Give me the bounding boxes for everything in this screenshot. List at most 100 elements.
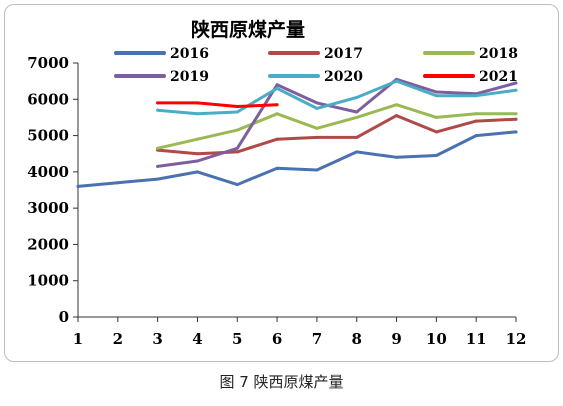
x-tick-label: 1	[73, 330, 83, 348]
data-point	[195, 101, 199, 105]
data-point	[395, 79, 399, 83]
y-tick-label: 6000	[27, 90, 69, 108]
data-point	[395, 114, 399, 118]
series-line-2016	[76, 130, 518, 188]
data-point	[315, 101, 319, 105]
legend-label: 2018	[479, 46, 518, 62]
series-2018	[156, 103, 518, 150]
data-point	[395, 155, 399, 159]
y-tick-label: 2000	[27, 235, 69, 253]
data-point	[355, 135, 359, 139]
data-point	[474, 94, 478, 98]
data-point	[355, 150, 359, 154]
data-point	[275, 86, 279, 90]
series-line-2019	[156, 77, 518, 168]
legend-label: 2021	[479, 69, 518, 85]
data-point	[395, 103, 399, 107]
data-point	[355, 115, 359, 119]
data-point	[156, 146, 160, 150]
x-tick-label: 6	[272, 330, 282, 348]
y-tick-label: 7000	[27, 54, 69, 72]
legend-label: 2016	[170, 46, 209, 62]
data-point	[156, 177, 160, 181]
chart-frame	[4, 4, 559, 362]
data-point	[195, 112, 199, 116]
series-2017	[156, 114, 518, 156]
series-2016	[76, 130, 518, 188]
data-point	[156, 164, 160, 168]
legend: 2016 2017 2018 2019 2020 2021	[114, 46, 518, 85]
y-tick-label: 5000	[27, 127, 69, 145]
data-point	[355, 110, 359, 114]
data-point	[514, 112, 518, 116]
data-point	[275, 83, 279, 87]
x-tick-label: 2	[113, 330, 123, 348]
x-tick-label: 11	[466, 330, 487, 348]
data-point	[275, 137, 279, 141]
series-line-2020	[156, 79, 518, 116]
data-point	[116, 181, 120, 185]
data-point	[474, 112, 478, 116]
data-point	[474, 134, 478, 138]
data-point	[235, 183, 239, 187]
data-point	[235, 146, 239, 150]
data-point	[195, 137, 199, 141]
data-point	[195, 170, 199, 174]
data-point	[235, 105, 239, 109]
legend-item-2019: 2019	[114, 69, 209, 85]
series-layer	[76, 77, 518, 188]
data-point	[195, 152, 199, 156]
data-point	[315, 168, 319, 172]
legend-item-2021: 2021	[423, 69, 518, 85]
data-point	[514, 117, 518, 121]
data-point	[434, 90, 438, 94]
data-point	[275, 166, 279, 170]
data-point	[514, 130, 518, 134]
x-tick-label: 4	[192, 330, 202, 348]
series-2021	[156, 101, 279, 109]
x-tick-label: 7	[312, 330, 322, 348]
series-line-2021	[156, 101, 279, 108]
y-tick-label: 1000	[27, 272, 69, 290]
data-point	[235, 150, 239, 154]
legend-label: 2019	[170, 69, 209, 85]
series-2020	[156, 79, 518, 116]
data-point	[434, 115, 438, 119]
legend-item-2018: 2018	[423, 46, 518, 62]
legend-item-2017: 2017	[268, 46, 363, 62]
data-point	[235, 128, 239, 132]
data-point	[434, 130, 438, 134]
series-line-2017	[156, 114, 518, 156]
figure-caption: 图 7 陕西原煤产量	[219, 373, 344, 391]
data-point	[275, 112, 279, 116]
data-point	[474, 119, 478, 123]
data-point	[275, 103, 279, 107]
data-point	[156, 101, 160, 105]
x-tick-label: 10	[426, 330, 447, 348]
legend-item-2020: 2020	[268, 69, 363, 85]
x-tick-label: 12	[506, 330, 527, 348]
x-tick-label: 8	[352, 330, 362, 348]
data-point	[195, 159, 199, 163]
legend-label: 2017	[324, 46, 363, 62]
chart-title: 陕西原煤产量	[191, 18, 305, 41]
data-point	[434, 94, 438, 98]
legend-label: 2020	[324, 69, 363, 85]
y-tick-label: 3000	[27, 199, 69, 217]
x-tick-label: 5	[232, 330, 242, 348]
data-point	[514, 81, 518, 85]
series-line-2018	[156, 103, 518, 150]
data-point	[76, 184, 80, 188]
data-point	[156, 108, 160, 112]
data-point	[315, 106, 319, 110]
x-tick-label: 3	[152, 330, 162, 348]
data-point	[355, 95, 359, 99]
y-tick-label: 4000	[27, 163, 69, 181]
legend-item-2016: 2016	[114, 46, 209, 62]
x-tick-label: 9	[391, 330, 401, 348]
data-point	[315, 126, 319, 130]
data-point	[434, 154, 438, 158]
data-point	[315, 135, 319, 139]
